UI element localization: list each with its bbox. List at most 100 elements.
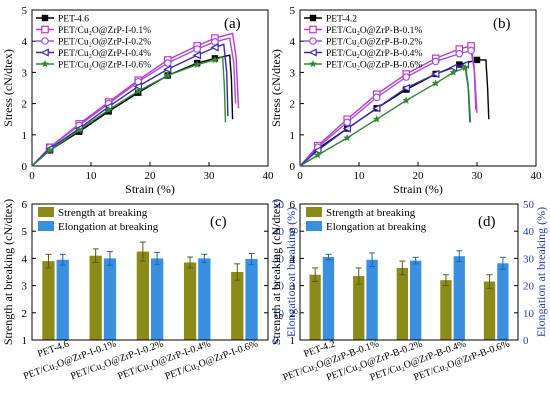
y-tick-label: 4 <box>290 253 296 265</box>
legend-entry: Strength at breaking <box>58 207 148 219</box>
data-point <box>45 146 54 154</box>
panel-label: (c) <box>210 214 227 230</box>
legend-marker <box>308 48 317 57</box>
bar <box>42 261 55 340</box>
data-point <box>343 118 352 127</box>
data-point <box>449 68 458 76</box>
series-2 <box>299 46 478 167</box>
y-tick-label: 1 <box>22 130 28 142</box>
bar <box>483 281 496 340</box>
y2-tick-label: 10 <box>523 308 535 320</box>
data-point <box>193 60 201 68</box>
legend-entry: PET/Cu₂O@ZrP-B-0.1% <box>326 26 422 36</box>
x-tick-label: 10 <box>86 170 98 182</box>
data-point <box>163 71 172 79</box>
y-tick-label: 1 <box>22 335 28 347</box>
error-bar <box>499 256 506 270</box>
legend-marker <box>309 60 317 68</box>
x-tick-label: 10 <box>354 170 366 182</box>
error-bar <box>456 250 463 263</box>
y-tick-label: 2 <box>290 99 296 111</box>
y-axis-label: Strength at breaking (cN/dtex) <box>269 199 283 345</box>
data-point <box>402 96 410 104</box>
y-tick-label: 4 <box>290 36 296 48</box>
error-bar <box>355 267 362 285</box>
x-axis-label: Strain (%) <box>393 182 443 196</box>
bar <box>322 257 335 340</box>
legend-marker <box>41 37 49 45</box>
data-point <box>342 124 351 133</box>
bar <box>103 258 117 340</box>
chart-panel-d: PET-4.2PET/Cu₂O@ZrP-B-0.1%PET/Cu₂O@ZrP-B… <box>269 199 548 384</box>
error-bar <box>234 263 241 281</box>
error-bar <box>59 253 66 266</box>
legend-entry: PET/Cu₂O@ZrP-I-0.2% <box>58 38 151 48</box>
legend-swatch <box>306 207 322 217</box>
data-point <box>456 61 463 68</box>
series-0 <box>31 54 234 167</box>
y2-tick-label: 0 <box>523 335 529 347</box>
data-point <box>343 133 351 142</box>
x-tick-label: 40 <box>531 170 543 182</box>
legend: Strength at breaking Elongation at breaki… <box>38 207 159 233</box>
data-point <box>210 43 219 52</box>
legend-marker <box>41 25 49 34</box>
bar <box>497 263 509 340</box>
legend-entry: PET-4.6 <box>58 15 89 25</box>
data-point <box>431 69 440 79</box>
y-tick-label: 3 <box>290 281 296 293</box>
x-axis-label: Strain (%) <box>125 182 175 196</box>
x-tick-label: 20 <box>413 170 425 182</box>
x-tick-label: 0 <box>297 170 303 182</box>
data-point <box>211 38 219 46</box>
y-tick-label: 2 <box>22 99 28 111</box>
data-point <box>431 79 440 87</box>
y-axis-label: Stress (cN/dtex) <box>1 49 15 127</box>
y-tick-label: 4 <box>22 36 28 48</box>
y2-axis-label: Elongation at breaking (%) <box>534 207 548 337</box>
y-tick-label: 3 <box>290 67 296 79</box>
legend-entry: PET/Cu₂O@ZrP-I-0.4% <box>58 49 151 59</box>
y2-tick-label: 50 <box>523 199 535 211</box>
chart-panel-b: 0 10 20 30 40 0 1 2 3 4 5 Strain (%) Stress (cN/dtex… <box>269 5 542 196</box>
data-point <box>372 104 381 113</box>
series-line <box>31 55 227 167</box>
legend-entry: Elongation at breaking <box>326 221 427 233</box>
y2-tick-label: 30 <box>273 253 285 265</box>
bar <box>453 256 465 340</box>
legend-entry: PET/Cu₂O@ZrP-B-0.2% <box>326 38 422 48</box>
y-tick-label: 5 <box>22 5 28 17</box>
legend-marker <box>41 14 49 22</box>
legend-marker <box>309 37 317 45</box>
y2-tick-label: 20 <box>523 281 535 293</box>
error-bar <box>139 241 146 262</box>
legend-entry: Elongation at breaking <box>58 221 159 233</box>
data-point <box>134 87 142 95</box>
error-bar <box>92 248 99 263</box>
series-line <box>299 59 490 167</box>
legend-entry: PET/Cu₂O@ZrP-B-0.6% <box>326 61 422 71</box>
legend-swatch <box>38 221 54 231</box>
data-point <box>401 83 410 93</box>
legend-entry: Strength at breaking <box>326 207 416 219</box>
bar <box>198 258 211 340</box>
bar <box>309 274 321 340</box>
error-bar <box>45 253 52 269</box>
chart-panel-c: PET-4.6PET/Cu₂O@ZrP-I-0.1%PET/Cu₂O@ZrP-I… <box>1 199 298 382</box>
bar <box>136 251 149 340</box>
series-4 <box>299 63 472 167</box>
error-bar <box>106 251 113 266</box>
x-tick-label: 40 <box>263 170 275 182</box>
data-point <box>104 105 113 114</box>
data-point <box>193 45 202 53</box>
data-point <box>402 73 411 81</box>
error-bar <box>486 274 493 289</box>
panel-label: (b) <box>493 16 511 32</box>
series-line <box>31 54 234 167</box>
data-point <box>211 55 219 64</box>
bar <box>353 276 365 340</box>
legend-marker <box>309 25 317 34</box>
